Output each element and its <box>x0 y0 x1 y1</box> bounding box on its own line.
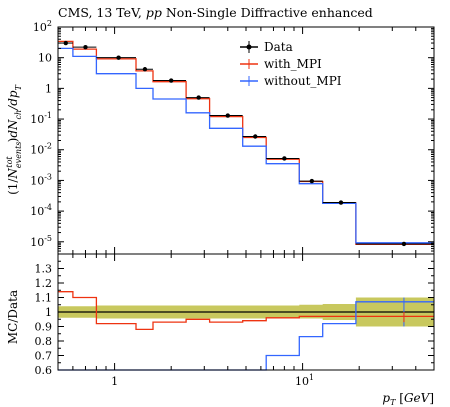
title-part-3: Non-Single Diffractive enhanced <box>162 5 373 20</box>
legend-label: without_MPI <box>264 74 342 88</box>
data-point <box>266 156 300 161</box>
ratio-y-tick-label: 0.7 <box>35 350 53 363</box>
legend-entry-without-mpi: without_MPI <box>240 74 342 88</box>
title-part-2: pp <box>146 5 162 20</box>
main-y-tick-label: 1 <box>45 82 52 95</box>
ratio-x-tick-label: 101 <box>295 373 314 388</box>
data-point <box>242 134 267 139</box>
x-axis-label: pT [GeV] <box>382 391 434 407</box>
ratio-y-tick-label: 0.6 <box>35 364 53 377</box>
title-part-1: CMS, 13 TeV, <box>58 5 146 20</box>
data-point <box>72 44 97 50</box>
main-series-without-mpi-line <box>58 47 434 244</box>
legend-label: Data <box>264 40 293 54</box>
data-point <box>136 67 153 72</box>
ratio-y-tick-label: 0.8 <box>35 335 53 348</box>
main-y-tick-label: 10-2 <box>30 142 52 157</box>
data-point <box>186 95 210 100</box>
ratio-y-tick-label: 1.1 <box>35 292 53 305</box>
ratio-y-tick-label: 1.2 <box>35 277 53 290</box>
data-point <box>322 200 356 205</box>
main-y-tick-label: 10-5 <box>30 234 52 249</box>
data-point <box>209 113 243 118</box>
main-y-tick-label: 102 <box>33 19 52 34</box>
data-point <box>355 241 434 247</box>
main-y-tick-label: 10-4 <box>30 203 52 218</box>
main-y-tick-label: 10 <box>38 52 52 65</box>
legend-entry-with-mpi: with_MPI <box>240 57 322 71</box>
data-point <box>96 55 137 60</box>
data-point <box>152 78 187 83</box>
ratio-y-tick-label: 1 <box>45 306 52 319</box>
main-y-tick-label: 10-3 <box>30 172 52 187</box>
ratio-y-tick-label: 1.3 <box>35 263 53 276</box>
main-plot-panel: 10-5 10-4 10-3 10-2 10-1 1 10 102 <box>30 19 435 255</box>
ratio-series-with-mpi-line <box>58 291 434 331</box>
ratio-y-axis-label: MC/Data <box>6 290 20 344</box>
ratio-y-tick-label: 0.9 <box>35 321 53 334</box>
chart-title: CMS, 13 TeV, pp Non-Single Diffractive e… <box>58 5 373 20</box>
data-point <box>299 178 323 184</box>
ratio-x-tick-label: 1 <box>111 375 118 388</box>
legend: Data with_MPI without_MPI <box>240 40 342 88</box>
ratio-plot-panel: 0.60.70.80.911.11.21.31 101 <box>35 253 435 388</box>
legend-entry-data: Data <box>240 40 293 54</box>
main-y-tick-label: 10-1 <box>30 111 52 126</box>
legend-label: with_MPI <box>264 57 322 71</box>
